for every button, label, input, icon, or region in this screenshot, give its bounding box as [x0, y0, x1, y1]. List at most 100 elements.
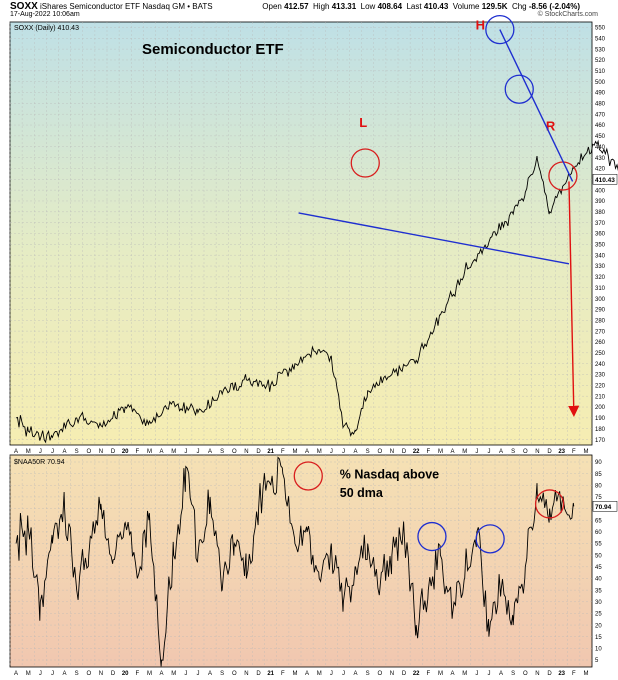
- x-tick-label: A: [499, 449, 503, 455]
- price-annotations: L H R: [298, 14, 580, 417]
- last-label: Last: [406, 2, 422, 11]
- x-tick-label: M: [147, 671, 152, 677]
- peak-2-circle: [504, 74, 534, 104]
- breadth-x-axis: A M J J A S O N D 20 F M A M J J A S O N D 21 F M A M J J A S O N D 22 F M A…: [14, 671, 588, 677]
- x-tick-label: M: [26, 449, 31, 455]
- y-tick-label: 430: [595, 156, 606, 162]
- source: BATS: [192, 2, 213, 11]
- y-tick-label: 530: [595, 47, 606, 53]
- high-label: High: [313, 2, 330, 11]
- x-tick-label: O: [523, 671, 528, 677]
- x-tick-label: A: [305, 671, 309, 677]
- x-tick-label: S: [366, 449, 370, 455]
- x-tick-label: 23: [558, 449, 565, 455]
- annotation-text: L: [359, 115, 367, 130]
- x-tick-label: O: [86, 449, 91, 455]
- y-tick-label: 340: [595, 253, 606, 259]
- x-tick-label: M: [317, 449, 322, 455]
- price-x-axis: A M J J A S O N D 20 F M A M J J A S O N D 21 F M A M J J A S O N D 22 F M A…: [14, 449, 588, 455]
- x-tick-label: A: [451, 449, 455, 455]
- x-tick-label: D: [402, 671, 407, 677]
- peak-nov-21-circle: [417, 521, 447, 552]
- head-circle: [485, 14, 515, 45]
- y-tick-label: 500: [595, 80, 606, 86]
- x-tick-label: F: [135, 449, 139, 455]
- x-tick-label: N: [99, 671, 103, 677]
- y-tick-label: 220: [595, 384, 606, 390]
- volume-label: Volume: [452, 2, 480, 11]
- y-tick-label: 550: [595, 26, 606, 32]
- x-tick-label: A: [63, 671, 67, 677]
- y-tick-label: 350: [595, 243, 606, 249]
- x-tick-label: F: [426, 449, 430, 455]
- x-tick-label: 21: [267, 671, 274, 677]
- chart-header: SOXX iShares Semiconductor ETF Nasdaq GM…: [0, 0, 618, 22]
- y-tick-label: 420: [595, 167, 606, 173]
- price-panel: [9, 21, 593, 446]
- annotation-text: R: [546, 118, 556, 133]
- last-value-box: [592, 174, 618, 185]
- x-tick-label: F: [572, 449, 576, 455]
- peak-2021-circle: [293, 461, 323, 491]
- x-tick-label: A: [354, 671, 358, 677]
- y-tick-label: 300: [595, 297, 606, 303]
- x-tick-label: J: [39, 449, 42, 455]
- x-tick-label: M: [462, 671, 467, 677]
- x-tick-label: A: [14, 671, 18, 677]
- last-value-label: 70.94: [595, 504, 612, 511]
- y-tick-label: 450: [595, 134, 606, 140]
- x-tick-label: S: [75, 671, 79, 677]
- x-tick-label: S: [511, 449, 515, 455]
- x-tick-label: D: [256, 671, 261, 677]
- x-tick-label: F: [572, 671, 576, 677]
- y-tick-label: 75: [595, 495, 602, 501]
- x-tick-label: J: [487, 671, 490, 677]
- x-tick-label: N: [244, 449, 248, 455]
- x-tick-label: M: [317, 671, 322, 677]
- x-tick-label: J: [39, 671, 42, 677]
- x-tick-label: J: [196, 671, 199, 677]
- y-tick-label: 85: [595, 472, 602, 478]
- x-tick-label: S: [511, 671, 515, 677]
- series-line: [15, 139, 618, 444]
- x-tick-label: J: [487, 449, 490, 455]
- x-tick-label: D: [402, 449, 407, 455]
- y-tick-label: 40: [595, 577, 602, 583]
- x-tick-label: A: [160, 449, 164, 455]
- x-tick-label: A: [451, 671, 455, 677]
- price-y-axis: 170 180 190 200 210 220 230 240 250 260 270 280 290 3…: [592, 26, 618, 444]
- y-tick-label: 360: [595, 232, 606, 238]
- x-tick-label: N: [244, 671, 248, 677]
- y-tick-label: 15: [595, 635, 602, 641]
- y-tick-label: 320: [595, 275, 606, 281]
- x-tick-label: 20: [122, 449, 129, 455]
- y-tick-label: 290: [595, 308, 606, 314]
- x-tick-label: M: [292, 449, 297, 455]
- y-tick-label: 310: [595, 286, 606, 292]
- x-tick-label: F: [135, 671, 139, 677]
- x-tick-label: J: [330, 449, 333, 455]
- x-tick-label: S: [220, 671, 224, 677]
- x-tick-label: J: [475, 449, 478, 455]
- x-tick-label: M: [462, 449, 467, 455]
- high-value: 413.31: [331, 2, 357, 11]
- series-line: [15, 456, 575, 667]
- y-tick-label: 210: [595, 394, 606, 400]
- y-tick-label: 370: [595, 221, 606, 227]
- price-chart-title: Semiconductor ETF: [142, 41, 284, 58]
- price-series-layer: [15, 139, 618, 444]
- x-tick-label: M: [147, 449, 152, 455]
- x-tick-label: F: [426, 671, 430, 677]
- current-circle: [534, 489, 565, 519]
- x-tick-label: M: [438, 671, 443, 677]
- y-tick-label: 45: [595, 565, 602, 571]
- x-tick-label: S: [220, 449, 224, 455]
- x-tick-label: N: [390, 449, 394, 455]
- y-tick-label: 390: [595, 199, 606, 205]
- breadth-series-layer: [15, 456, 575, 667]
- y-tick-label: 190: [595, 416, 606, 422]
- last-value-box: [592, 501, 618, 512]
- y-tick-label: 270: [595, 329, 606, 335]
- neckline-line: [298, 212, 570, 265]
- y-tick-label: 65: [595, 518, 602, 524]
